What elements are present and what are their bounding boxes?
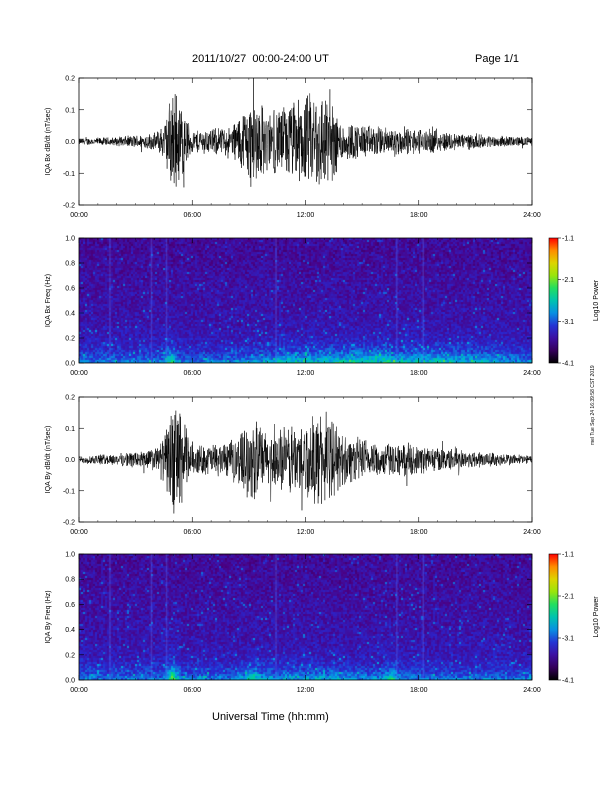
y-tick-label: -0.1 — [63, 488, 75, 495]
panel-3-axes: 00:00 06:00 12:00 18:00 24:00 -0.2 -0.1 0.0 0.1 0… — [45, 395, 541, 537]
x-tick-label: 06:00 — [183, 529, 201, 536]
y-tick-label: 0.2 — [65, 395, 75, 402]
colorbar-tick-label: -4.1 — [562, 361, 574, 368]
x-tick-label: 00:00 — [70, 370, 88, 377]
y-tick-label: 0.0 — [65, 457, 75, 464]
y-tick-label: 0.0 — [65, 678, 75, 685]
colorbar-tick-label: -1.1 — [562, 236, 574, 243]
x-tick-label: 24:00 — [523, 212, 541, 219]
colorbar-gradient — [548, 553, 559, 681]
y-tick-label: 0.6 — [65, 602, 75, 609]
colorbar-tick-label: -2.1 — [562, 594, 574, 601]
y-axis-label: IQA Bx dB/dt (nT/sec) — [45, 108, 52, 176]
x-tick-label: 18:00 — [410, 529, 428, 536]
y-tick-label: 0.1 — [65, 107, 75, 114]
page-number: Page 1/1 — [475, 53, 520, 65]
y-tick-label: 0.8 — [65, 261, 75, 268]
panel-2-axes: 00:00 06:00 12:00 18:00 24:00 0.0 0.2 0.4 0.6 0.8… — [45, 236, 541, 378]
x-tick-label: 24:00 — [523, 370, 541, 377]
series-line-panel-3 — [79, 410, 532, 514]
y-tick-label: 0.1 — [65, 426, 75, 433]
y-tick-label: -0.1 — [63, 171, 75, 178]
x-tick-label: 06:00 — [183, 212, 201, 219]
x-tick-label: 18:00 — [410, 212, 428, 219]
colorbar-tick-label: -3.1 — [562, 319, 574, 326]
x-tick-label: 06:00 — [183, 370, 201, 377]
y-tick-label: 0.2 — [65, 336, 75, 343]
spectrogram-panel-2 — [79, 238, 532, 363]
y-tick-label: 0.6 — [65, 286, 75, 293]
x-tick-label: 00:00 — [70, 212, 88, 219]
spectrogram-panel-4 — [79, 554, 532, 680]
generation-stamp: mel Tue Sep 24 16:39:58 CST 2019 — [590, 365, 596, 445]
y-tick-label: 0.2 — [65, 76, 75, 83]
x-tick-label: 12:00 — [297, 212, 315, 219]
x-tick-label: 24:00 — [523, 529, 541, 536]
panel-4-axes: 00:00 06:00 12:00 18:00 24:00 0.0 0.2 0.4 0.6 0.8… — [45, 552, 541, 695]
x-tick-label: 12:00 — [297, 687, 315, 694]
y-tick-label: 0.2 — [65, 652, 75, 659]
x-tick-label: 12:00 — [297, 370, 315, 377]
colorbar-tick-label: -1.1 — [562, 552, 574, 559]
x-tick-label: 12:00 — [297, 529, 315, 536]
y-axis-label: IQA By Freq (Hz) — [45, 590, 52, 643]
series-line-panel-1 — [79, 78, 532, 188]
colorbar-panel-2: -1.1 -2.1 -3.1 -4.1 Log10 Power — [548, 236, 600, 368]
y-tick-label: 1.0 — [65, 236, 75, 243]
colorbar-tick-label: -2.1 — [562, 277, 574, 284]
x-tick-label: 18:00 — [410, 370, 428, 377]
colorbar-label: Log10 Power — [593, 279, 600, 321]
y-tick-label: 1.0 — [65, 552, 75, 559]
y-tick-label: -0.2 — [63, 203, 75, 210]
x-tick-label: 00:00 — [70, 529, 88, 536]
y-tick-label: 0.4 — [65, 627, 75, 634]
colorbar-tick-label: -4.1 — [562, 678, 574, 685]
colorbar-tick-label: -3.1 — [562, 636, 574, 643]
x-tick-label: 24:00 — [523, 687, 541, 694]
y-tick-label: 0.0 — [65, 139, 75, 146]
panel-1-axes: 00:00 06:00 12:00 18:00 24:00 -0.2 -0.1 0.0 0.1 0… — [45, 76, 541, 220]
x-tick-label: 18:00 — [410, 687, 428, 694]
x-axis-label: Universal Time (hh:mm) — [212, 711, 329, 723]
y-tick-label: 0.4 — [65, 311, 75, 318]
y-axis-label: IQA Bx Freq (Hz) — [45, 274, 52, 327]
colorbar-panel-4: -1.1 -2.1 -3.1 -4.1 Log10 Power — [548, 552, 600, 685]
y-tick-label: 0.8 — [65, 577, 75, 584]
x-tick-label: 06:00 — [183, 687, 201, 694]
colorbar-gradient — [548, 237, 559, 364]
y-axis-label: IQA By dB/dt (nT/sec) — [45, 426, 52, 494]
x-tick-label: 00:00 — [70, 687, 88, 694]
colorbar-label: Log10 Power — [593, 596, 600, 638]
page-title: 2011/10/27 00:00-24:00 UT — [192, 53, 329, 65]
y-tick-label: 0.0 — [65, 361, 75, 368]
y-tick-label: -0.2 — [63, 520, 75, 527]
